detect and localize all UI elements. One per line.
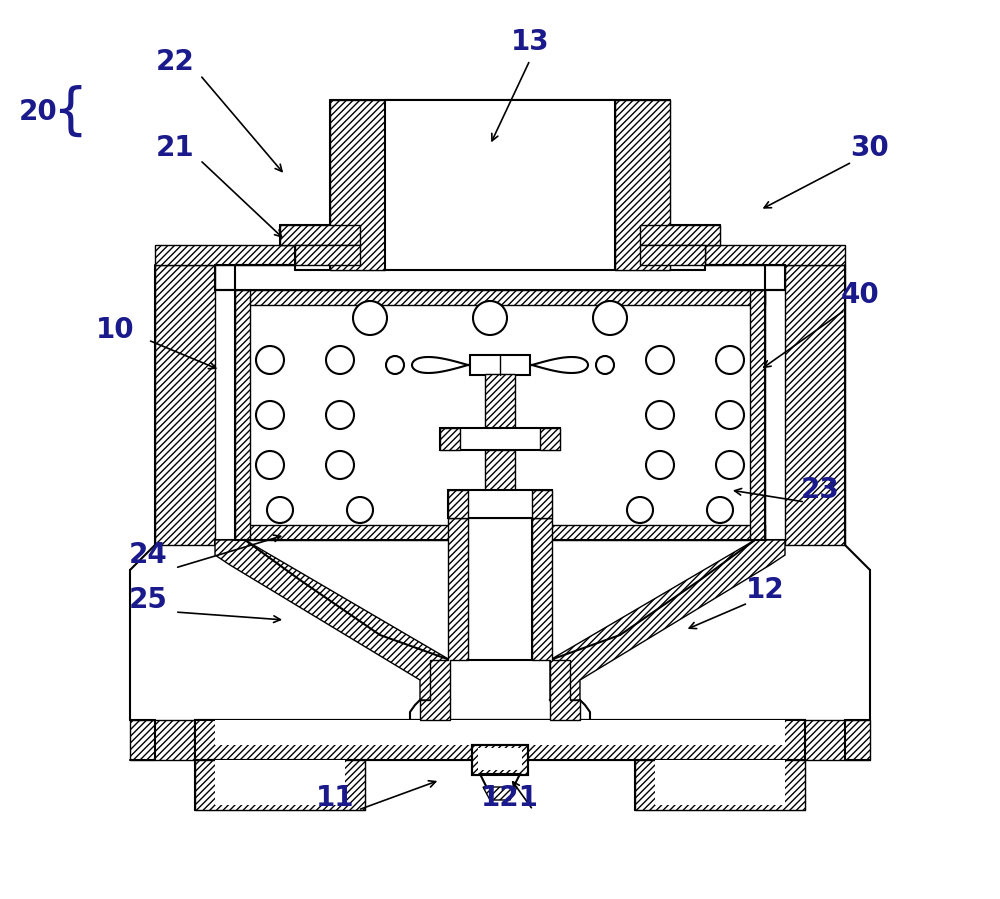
Polygon shape xyxy=(785,720,870,760)
Polygon shape xyxy=(215,540,450,700)
Bar xyxy=(215,720,785,745)
Text: 40: 40 xyxy=(841,281,879,309)
Ellipse shape xyxy=(256,346,284,374)
Polygon shape xyxy=(295,245,360,265)
Polygon shape xyxy=(540,428,560,450)
Polygon shape xyxy=(750,290,765,540)
Polygon shape xyxy=(280,225,360,245)
Text: 24: 24 xyxy=(129,541,167,569)
Ellipse shape xyxy=(716,401,744,429)
Text: 13: 13 xyxy=(511,28,549,56)
Ellipse shape xyxy=(716,451,744,479)
Ellipse shape xyxy=(473,301,507,335)
Text: 22: 22 xyxy=(156,48,194,76)
Polygon shape xyxy=(235,290,765,305)
Polygon shape xyxy=(195,720,805,760)
Polygon shape xyxy=(550,540,785,700)
Polygon shape xyxy=(330,100,385,270)
Polygon shape xyxy=(532,490,552,518)
Polygon shape xyxy=(468,518,532,660)
Bar xyxy=(655,760,785,805)
Text: 30: 30 xyxy=(851,134,889,162)
Ellipse shape xyxy=(627,497,653,523)
Polygon shape xyxy=(785,265,845,545)
Ellipse shape xyxy=(353,301,387,335)
Polygon shape xyxy=(485,450,515,490)
Polygon shape xyxy=(155,265,215,545)
Bar xyxy=(235,290,765,540)
Ellipse shape xyxy=(256,451,284,479)
Text: 10: 10 xyxy=(96,316,134,344)
Polygon shape xyxy=(485,374,515,428)
Ellipse shape xyxy=(256,401,284,429)
Polygon shape xyxy=(235,290,250,540)
Polygon shape xyxy=(440,428,460,450)
Ellipse shape xyxy=(386,356,404,374)
Polygon shape xyxy=(420,518,468,720)
Bar xyxy=(215,760,345,805)
Bar xyxy=(478,748,522,770)
Polygon shape xyxy=(705,245,845,265)
Ellipse shape xyxy=(326,451,354,479)
Bar xyxy=(472,745,528,775)
Bar xyxy=(385,100,615,270)
Text: 20: 20 xyxy=(19,98,57,126)
Polygon shape xyxy=(130,720,215,760)
Polygon shape xyxy=(235,525,765,540)
Ellipse shape xyxy=(347,497,373,523)
Text: 21: 21 xyxy=(156,134,194,162)
Bar xyxy=(635,760,805,810)
Polygon shape xyxy=(483,787,517,800)
Text: 12: 12 xyxy=(746,576,784,604)
Text: 25: 25 xyxy=(129,586,167,614)
Bar xyxy=(195,760,365,810)
Bar xyxy=(448,490,552,518)
Ellipse shape xyxy=(716,346,744,374)
Bar xyxy=(440,428,560,450)
Polygon shape xyxy=(640,225,720,245)
Polygon shape xyxy=(195,760,365,810)
Polygon shape xyxy=(635,760,805,810)
Ellipse shape xyxy=(646,451,674,479)
Ellipse shape xyxy=(267,497,293,523)
Polygon shape xyxy=(155,245,295,265)
Ellipse shape xyxy=(596,356,614,374)
Text: 121: 121 xyxy=(481,784,539,812)
Bar xyxy=(472,745,528,775)
Ellipse shape xyxy=(593,301,627,335)
Text: 23: 23 xyxy=(801,476,839,504)
Text: {: { xyxy=(52,85,88,139)
Ellipse shape xyxy=(487,497,513,523)
Polygon shape xyxy=(532,518,580,720)
Polygon shape xyxy=(448,490,468,518)
Polygon shape xyxy=(615,100,670,270)
Polygon shape xyxy=(480,774,520,790)
Ellipse shape xyxy=(326,346,354,374)
Ellipse shape xyxy=(646,401,674,429)
Polygon shape xyxy=(640,245,705,265)
Ellipse shape xyxy=(326,401,354,429)
Text: 11: 11 xyxy=(316,784,354,812)
Bar xyxy=(470,355,530,375)
Ellipse shape xyxy=(707,497,733,523)
Ellipse shape xyxy=(646,346,674,374)
